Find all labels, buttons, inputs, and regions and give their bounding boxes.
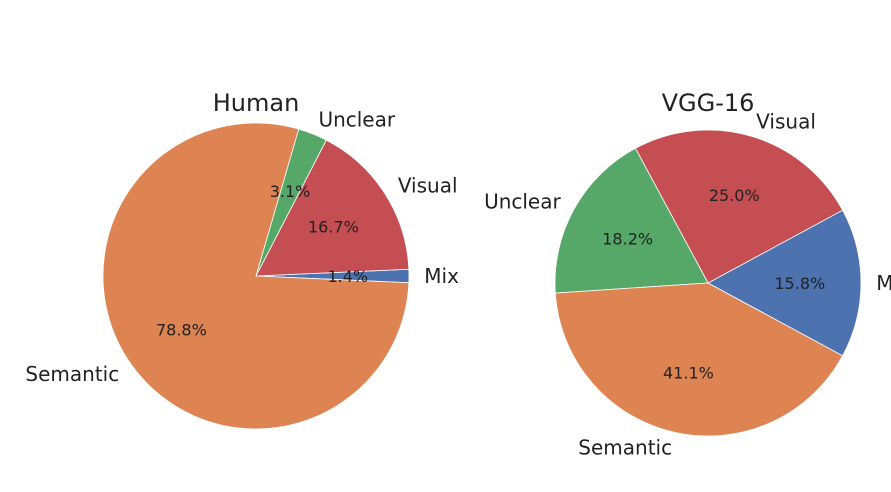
human-pct-label-mix: 1.4% bbox=[327, 267, 368, 286]
human-pct-label-visual: 16.7% bbox=[308, 218, 359, 237]
vgg16-slice-semantic bbox=[554, 282, 844, 437]
vgg16-category-label-mix: Mix bbox=[876, 271, 891, 295]
vgg16-category-label-semantic: Semantic bbox=[578, 435, 672, 459]
human-category-label-mix: Mix bbox=[424, 264, 459, 288]
vgg16-pct-label-unclear: 18.2% bbox=[602, 230, 653, 249]
vgg16-slice-visual bbox=[634, 129, 844, 284]
vgg16-category-label-visual: Visual bbox=[756, 110, 816, 134]
vgg16-category-label-unclear: Unclear bbox=[484, 190, 561, 214]
human-chart-title: Human bbox=[213, 89, 300, 117]
vgg16-pct-label-visual: 25.0% bbox=[709, 186, 760, 205]
human-category-label-semantic: Semantic bbox=[25, 362, 119, 386]
human-pct-label-unclear: 3.1% bbox=[270, 182, 311, 201]
human-slice-semantic bbox=[102, 122, 410, 430]
human-pct-label-semantic: 78.8% bbox=[156, 320, 207, 339]
human-category-label-unclear: Unclear bbox=[318, 108, 395, 132]
vgg16-chart-title: VGG-16 bbox=[662, 89, 755, 117]
vgg16-pie-chart: VGG-16 15.8% Mix 25.0% Visual 18.2% Unclear 41… bbox=[484, 89, 891, 459]
human-pie-chart: Human 1.4% Mix 16.7% Visual 3.1% Unclear 78.8%… bbox=[25, 89, 459, 430]
vgg16-slice-unclear bbox=[554, 147, 709, 294]
vgg16-pct-label-mix: 15.8% bbox=[774, 274, 825, 293]
vgg16-slice-mix bbox=[707, 209, 862, 357]
human-slice-visual bbox=[255, 139, 410, 277]
vgg16-pct-label-semantic: 41.1% bbox=[663, 364, 714, 383]
human-category-label-visual: Visual bbox=[398, 173, 458, 197]
